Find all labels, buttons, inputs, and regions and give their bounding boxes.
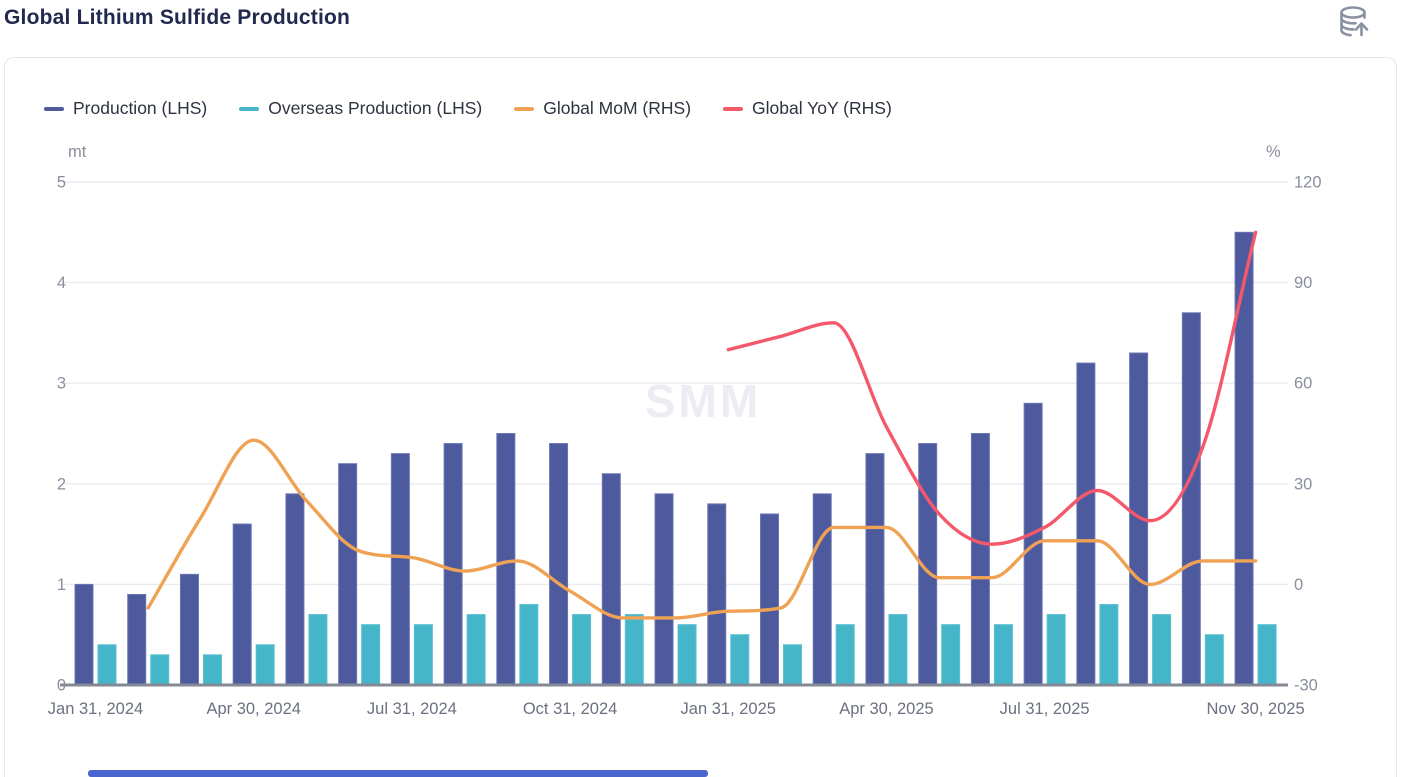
bar-overseas-production[interactable] — [888, 614, 908, 686]
x-axis-label: Oct 31, 2024 — [523, 700, 617, 718]
left-axis-tick: 2 — [57, 475, 66, 493]
right-axis-tick: 120 — [1294, 174, 1322, 192]
bar-production[interactable] — [179, 573, 199, 686]
bar-overseas-production[interactable] — [413, 624, 433, 686]
legend-marker-global-yoy — [723, 106, 744, 111]
right-axis-unit: % — [1266, 143, 1281, 161]
legend-marker-global-mom — [514, 106, 535, 111]
bar-overseas-production[interactable] — [1257, 624, 1277, 686]
bar-overseas-production[interactable] — [97, 644, 117, 686]
right-axis-tick: 60 — [1294, 375, 1312, 393]
bar-production[interactable] — [443, 443, 463, 686]
legend-marker-production — [44, 106, 64, 111]
bar-production[interactable] — [232, 523, 252, 686]
x-axis-label: Jul 31, 2025 — [1000, 700, 1090, 718]
bar-overseas-production[interactable] — [308, 614, 328, 686]
right-axis-tick: 90 — [1294, 274, 1312, 292]
page-title: Global Lithium Sulfide Production — [4, 6, 351, 29]
bar-production[interactable] — [496, 433, 516, 686]
bar-production[interactable] — [1181, 312, 1201, 686]
legend-item-global-yoy[interactable]: Global YoY (RHS) — [723, 98, 892, 119]
bar-overseas-production[interactable] — [941, 624, 961, 686]
bar-overseas-production[interactable] — [677, 624, 697, 686]
right-axis-tick: -30 — [1294, 677, 1318, 695]
left-axis-tick: 1 — [57, 576, 66, 594]
legend-label: Global YoY (RHS) — [752, 98, 892, 118]
bar-overseas-production[interactable] — [835, 624, 855, 686]
bar-overseas-production[interactable] — [993, 624, 1013, 686]
bar-production[interactable] — [1076, 362, 1096, 686]
x-axis-label: Apr 30, 2024 — [206, 700, 301, 718]
x-axis-label: Nov 30, 2025 — [1206, 700, 1304, 718]
bar-production[interactable] — [285, 493, 305, 686]
legend-label: Overseas Production (LHS) — [268, 98, 483, 118]
right-axis-tick: 0 — [1294, 576, 1303, 594]
line-global-yoy[interactable] — [726, 230, 1258, 546]
bar-overseas-production[interactable] — [466, 614, 486, 686]
bar-overseas-production[interactable] — [202, 654, 222, 686]
bar-overseas-production[interactable] — [730, 634, 750, 686]
legend-item-overseas-production[interactable]: Overseas Production (LHS) — [239, 98, 482, 119]
x-axis-label: Jul 31, 2024 — [367, 700, 457, 718]
legend-label: Global MoM (RHS) — [543, 98, 692, 118]
smm-watermark: SMM — [645, 375, 761, 427]
x-axis-label: Jan 31, 2024 — [48, 700, 143, 718]
bar-overseas-production[interactable] — [255, 644, 275, 686]
legend-item-production[interactable]: Production (LHS) — [44, 98, 207, 119]
left-axis-tick: 5 — [57, 174, 66, 192]
bar-production[interactable] — [654, 493, 674, 686]
bar-production[interactable] — [707, 503, 727, 686]
horizontal-scrollbar-thumb[interactable] — [88, 770, 708, 777]
bar-overseas-production[interactable] — [150, 654, 170, 686]
bar-overseas-production[interactable] — [572, 614, 592, 686]
bar-production[interactable] — [390, 453, 410, 686]
bar-overseas-production[interactable] — [1099, 604, 1119, 686]
bar-overseas-production[interactable] — [1046, 614, 1066, 686]
left-axis-tick: 4 — [57, 274, 66, 292]
legend-marker-overseas-production — [239, 106, 260, 111]
bar-production[interactable] — [865, 453, 885, 686]
bar-overseas-production[interactable] — [1204, 634, 1224, 686]
line-global-mom[interactable] — [146, 438, 1258, 620]
bar-overseas-production[interactable] — [624, 614, 644, 686]
bar-overseas-production[interactable] — [519, 604, 539, 686]
left-axis-unit: mt — [68, 143, 87, 161]
export-data-button[interactable] — [1333, 2, 1379, 48]
legend-item-global-mom[interactable]: Global MoM (RHS) — [514, 98, 691, 119]
bar-overseas-production[interactable] — [361, 624, 381, 686]
bar-production[interactable] — [1234, 231, 1254, 686]
bar-production[interactable] — [549, 443, 569, 686]
bar-production[interactable] — [759, 513, 779, 686]
bar-production[interactable] — [812, 493, 832, 686]
bar-production[interactable] — [601, 473, 621, 686]
bar-overseas-production[interactable] — [1152, 614, 1172, 686]
x-axis-label: Apr 30, 2025 — [839, 700, 934, 718]
right-axis-tick: 30 — [1294, 475, 1312, 493]
chart-legend: Production (LHS) Overseas Production (LH… — [44, 98, 892, 119]
left-axis-tick: 3 — [57, 375, 66, 393]
bar-production[interactable] — [338, 463, 358, 686]
bar-production[interactable] — [970, 433, 990, 686]
database-upload-icon — [1335, 3, 1377, 48]
legend-label: Production (LHS) — [73, 98, 208, 118]
bar-production[interactable] — [127, 593, 147, 686]
bar-overseas-production[interactable] — [782, 644, 802, 686]
x-axis-label: Jan 31, 2025 — [681, 700, 776, 718]
bar-production[interactable] — [74, 583, 94, 686]
